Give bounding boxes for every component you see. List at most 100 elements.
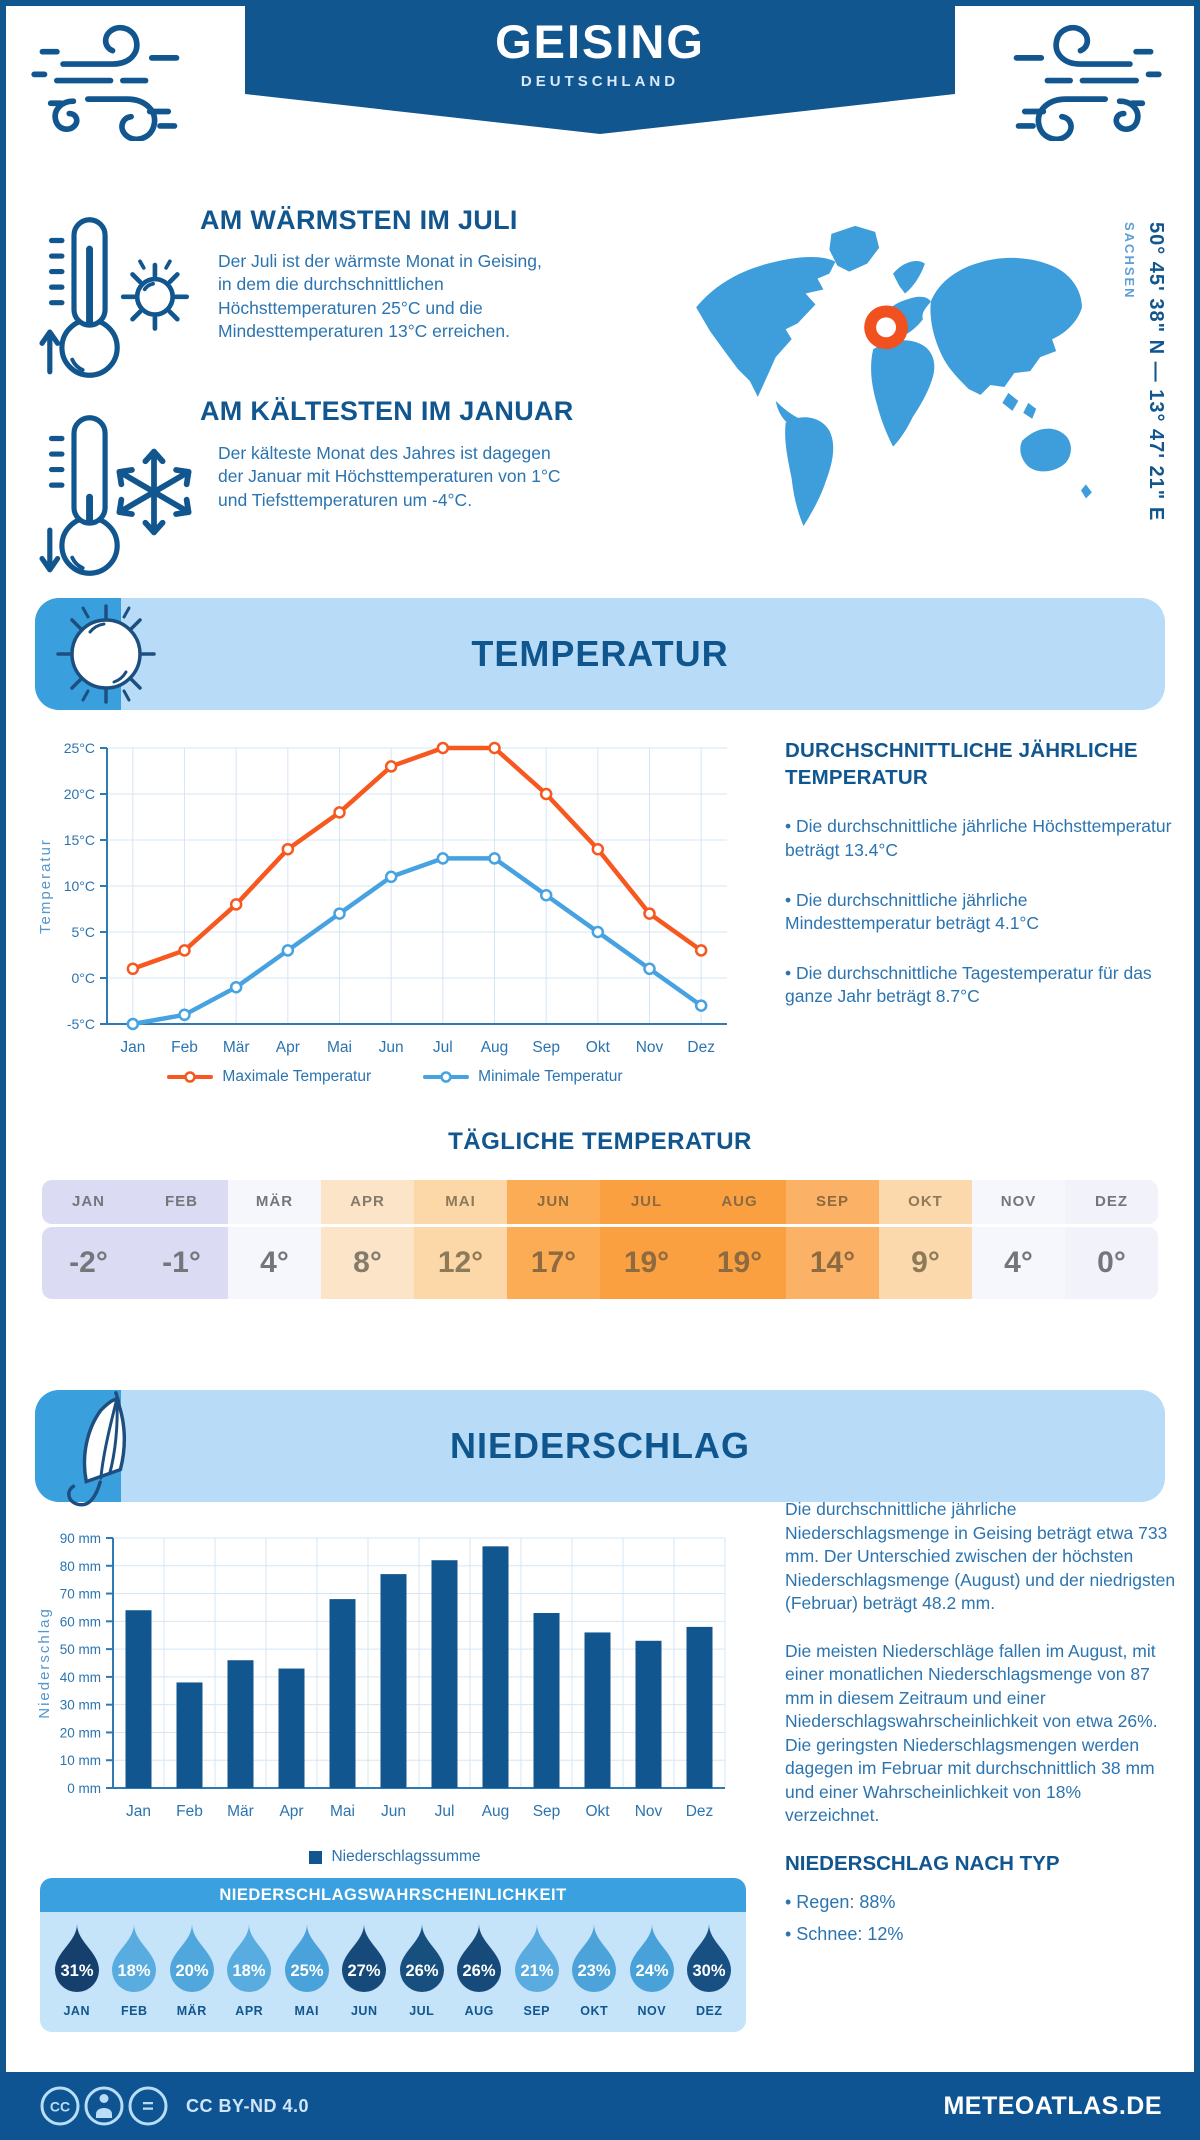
daily-temp-month: SEP (786, 1180, 879, 1224)
sun-banner-icon (56, 604, 156, 704)
svg-text:26%: 26% (463, 1962, 496, 1980)
svg-text:Aug: Aug (481, 1039, 509, 1056)
raindrop-icon: 27% (342, 1924, 387, 1992)
precipitation-paragraph: Die durchschnittliche jährliche Niedersc… (785, 1499, 1176, 1613)
raindrop-icon: 18% (227, 1924, 272, 1992)
daily-temp-value: 4° (972, 1227, 1065, 1299)
svg-text:21%: 21% (520, 1962, 553, 1980)
raindrop-icon: 26% (399, 1924, 444, 1992)
daily-temp-month: MAI (414, 1180, 507, 1224)
legend-item: Maximale Temperatur (167, 1068, 371, 1086)
probability-drop-column: 27% JUN (336, 1922, 394, 2018)
raindrop-icon: 31% (54, 1924, 99, 1992)
daily-temp-column: SEP 14° (786, 1180, 879, 1299)
svg-text:25°C: 25°C (64, 740, 95, 756)
probability-month-label: AUG (464, 2004, 494, 2018)
daily-temp-month: FEB (135, 1180, 228, 1224)
svg-text:25%: 25% (290, 1962, 323, 1980)
site-label: METEOATLAS.DE (943, 2091, 1162, 2120)
temperature-stats-heading: DURCHSCHNITTLICHE JÄHRLICHE TEMPERATUR (785, 739, 1138, 789)
temperature-banner: TEMPERATUR (35, 598, 1165, 710)
daily-temp-column: OKT 9° (879, 1180, 972, 1299)
svg-text:10°C: 10°C (64, 878, 95, 894)
raindrop-icon: 30% (687, 1924, 732, 1992)
svg-text:Apr: Apr (276, 1039, 300, 1056)
svg-text:Mai: Mai (330, 1803, 355, 1820)
thermometer-down-icon (39, 415, 120, 576)
location-marker-center (876, 317, 897, 338)
daily-temp-column: FEB -1° (135, 1180, 228, 1299)
daily-temp-month: NOV (972, 1180, 1065, 1224)
svg-text:90 mm: 90 mm (60, 1531, 101, 1546)
probability-month-label: DEZ (696, 2004, 723, 2018)
wind-icon (1013, 24, 1162, 141)
probability-drop-column: 20% MÄR (163, 1922, 221, 2018)
legend-item: Minimale Temperatur (423, 1068, 623, 1086)
page-subtitle: DEUTSCHLAND (520, 73, 680, 90)
page-border-left (0, 0, 6, 2140)
legend-line-marker (423, 1071, 470, 1083)
sun-icon (120, 259, 190, 331)
daily-temp-value: 19° (600, 1227, 693, 1299)
wind-icon (31, 24, 180, 141)
daily-temp-value: 14° (786, 1227, 879, 1299)
warmest-heading: AM WÄRMSTEN IM JULI (200, 205, 518, 235)
svg-text:Nov: Nov (636, 1039, 664, 1056)
svg-text:Feb: Feb (171, 1039, 198, 1056)
creative-commons-icons: CC = (40, 2086, 168, 2126)
svg-text:20 mm: 20 mm (60, 1725, 101, 1740)
svg-text:Jun: Jun (381, 1803, 406, 1820)
svg-text:40 mm: 40 mm (60, 1670, 101, 1685)
geo-coordinates-block: SACHSEN 50° 45' 38" N — 13° 47' 21" E (1122, 222, 1167, 521)
daily-temp-column: DEZ 0° (1065, 1180, 1158, 1299)
svg-text:Jun: Jun (379, 1039, 404, 1056)
svg-text:Jan: Jan (120, 1039, 145, 1056)
probability-drop-column: 30% DEZ (681, 1922, 739, 2018)
svg-text:0 mm: 0 mm (67, 1781, 101, 1796)
svg-text:70 mm: 70 mm (60, 1587, 101, 1602)
map-greenland (829, 225, 880, 272)
precipitation-type-heading: NIEDERSCHLAG NACH TYP (785, 1851, 1060, 1875)
svg-text:Feb: Feb (176, 1803, 203, 1820)
svg-text:60 mm: 60 mm (60, 1614, 101, 1629)
snowflake-icon (116, 448, 192, 536)
coordinates-label: 50° 45' 38" N — 13° 47' 21" E (1145, 222, 1167, 522)
daily-temp-value: 8° (321, 1227, 414, 1299)
daily-temperature-table: JAN -2° FEB -1° MÄR 4° APR 8° MAI 12° JUN 17° JUL 19°… (42, 1180, 1158, 1299)
daily-temp-month: JUL (600, 1180, 693, 1224)
svg-text:31%: 31% (60, 1962, 93, 1980)
daily-temp-month: APR (321, 1180, 414, 1224)
svg-text:Dez: Dez (687, 1039, 715, 1056)
map-north-america (696, 257, 836, 397)
svg-text:Jul: Jul (435, 1803, 455, 1820)
daily-temp-column: NOV 4° (972, 1180, 1065, 1299)
daily-temp-value: 9° (879, 1227, 972, 1299)
svg-text:Sep: Sep (532, 1039, 560, 1056)
daily-temp-column: AUG 19° (693, 1180, 786, 1299)
probability-month-label: FEB (121, 2004, 148, 2018)
map-asia (930, 257, 1082, 395)
svg-text:Jul: Jul (433, 1039, 453, 1056)
precipitation-bar-chart: 0 mm 10 mm 20 mm 30 mm 40 mm 50 mm 60 mm 70 mm 8… (36, 1531, 726, 1820)
probability-month-label: MAI (294, 2004, 319, 2018)
svg-text:Dez: Dez (686, 1803, 714, 1820)
map-central-america (775, 400, 800, 425)
probability-drop-column: 31% JAN (48, 1922, 106, 2018)
map-new-zealand (1080, 484, 1092, 499)
svg-text:15°C: 15°C (64, 832, 95, 848)
svg-text:80 mm: 80 mm (60, 1559, 101, 1574)
precipitation-text: Die durchschnittliche jährliche Niedersc… (785, 1498, 1177, 1956)
svg-text:26%: 26% (405, 1962, 438, 1980)
precipitation-chart-legend: Niederschlagssumme (35, 1848, 755, 1866)
svg-text:50 mm: 50 mm (60, 1642, 101, 1657)
svg-text:10 mm: 10 mm (60, 1753, 101, 1768)
svg-text:Okt: Okt (586, 1039, 611, 1056)
probability-drop-column: 18% FEB (106, 1922, 164, 2018)
daily-temperature-heading: TÄGLICHE TEMPERATUR (448, 1128, 752, 1155)
precipitation-paragraph: Die meisten Niederschläge fallen im Augu… (785, 1640, 1158, 1826)
daily-temp-month: AUG (693, 1180, 786, 1224)
svg-text:5°C: 5°C (72, 924, 96, 940)
map-australia (1020, 428, 1071, 472)
daily-temp-column: MAI 12° (414, 1180, 507, 1299)
